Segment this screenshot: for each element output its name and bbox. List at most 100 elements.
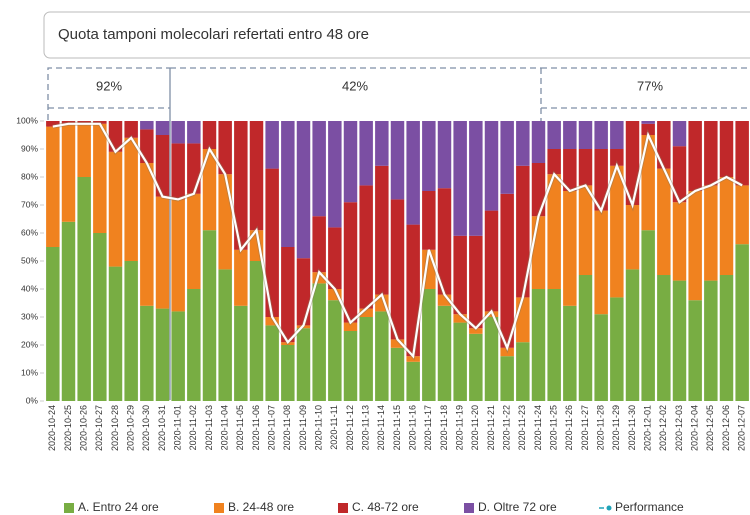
bar-segment: [704, 185, 718, 281]
bar-segment: [500, 347, 514, 357]
bar-segment: [578, 275, 593, 401]
x-tick-label: 2020-10-26: [79, 405, 89, 451]
y-tick-label: 90%: [21, 143, 38, 153]
bar-segment: [641, 123, 655, 135]
bar-segment: [437, 294, 452, 306]
bar-segment: [390, 339, 405, 348]
bar-segment: [484, 317, 499, 401]
x-tick-label: 2020-11-07: [267, 405, 277, 450]
x-tick-label: 2020-11-19: [455, 405, 465, 450]
x-tick-label: 2020-11-09: [298, 405, 308, 450]
bar-segment: [328, 227, 342, 289]
x-tick-label: 2020-11-27: [580, 405, 590, 450]
bar-segment: [171, 199, 185, 312]
x-tick-label: 2020-11-14: [376, 405, 386, 450]
bar-segment: [500, 121, 514, 194]
x-tick-label: 2020-11-15: [392, 405, 402, 450]
bar-segment: [516, 342, 530, 401]
bar-segment: [516, 165, 530, 298]
bar-segment: [140, 121, 154, 130]
bar-segment: [453, 235, 467, 315]
bar-segment: [719, 177, 734, 275]
bar-segment: [672, 280, 687, 401]
bar-segment: [93, 233, 107, 401]
bar-segment: [719, 121, 734, 177]
bar-segment: [375, 165, 389, 295]
bar-segment: [406, 121, 420, 225]
bar-segment: [453, 121, 467, 236]
bar-segment: [296, 328, 311, 401]
bar-segment: [155, 196, 170, 309]
bar-segment: [625, 269, 640, 401]
bar-segment: [578, 185, 593, 275]
bar-segment: [187, 121, 201, 144]
x-tick-label: 2020-12-02: [658, 405, 668, 451]
y-tick-label: 70%: [21, 199, 38, 209]
bar-segment: [124, 121, 138, 138]
x-tick-label: 2020-12-07: [737, 405, 747, 451]
bar-segment: [469, 333, 483, 401]
bar-segment: [265, 317, 279, 326]
bar-segment: [234, 249, 248, 306]
bar-segment: [108, 151, 123, 267]
bar-segment: [202, 121, 217, 149]
bar-segment: [578, 121, 593, 149]
x-tick-label: 2020-12-04: [690, 405, 700, 451]
bar-segment: [218, 174, 232, 270]
bar-segment: [547, 289, 561, 401]
bar-segment: [218, 269, 232, 401]
bar-segment: [202, 149, 217, 231]
bar-segment: [610, 165, 624, 298]
bar-segment: [281, 345, 295, 401]
x-tick-label: 2020-11-29: [611, 405, 621, 450]
x-tick-label: 2020-11-30: [627, 405, 637, 450]
bar-segment: [390, 347, 405, 401]
legend-swatch: [214, 503, 224, 513]
bar-segment: [672, 146, 687, 203]
legend-swatch: [464, 503, 474, 513]
bar-segment: [422, 289, 436, 401]
bar-segment: [625, 205, 640, 270]
bar-segment: [516, 121, 530, 166]
bar-segment: [406, 224, 420, 357]
x-tick-label: 2020-11-02: [188, 405, 198, 450]
legend-swatch: [64, 503, 74, 513]
bar-segment: [390, 121, 405, 200]
x-tick-label: 2020-11-01: [173, 405, 183, 450]
bar-segment: [46, 121, 60, 127]
bar-segment: [672, 121, 687, 147]
y-tick-label: 10%: [21, 367, 38, 377]
x-tick-label: 2020-11-03: [204, 405, 214, 450]
x-tick-label: 2020-10-31: [157, 405, 167, 451]
bar-segment: [594, 210, 608, 315]
bar-segment: [375, 121, 389, 166]
y-tick-label: 100%: [16, 115, 38, 125]
bar-segment: [296, 258, 311, 326]
x-tick-label: 2020-11-28: [596, 405, 606, 450]
bar-segment: [140, 129, 154, 163]
x-tick-label: 2020-12-05: [705, 405, 715, 451]
bar-segment: [625, 121, 640, 205]
bar-segment: [343, 121, 358, 203]
bar-segment: [437, 305, 452, 401]
legend-label: A. Entro 24 ore: [78, 500, 159, 514]
bar-segment: [563, 121, 577, 149]
bar-segment: [155, 135, 170, 197]
bar-segment: [77, 123, 91, 177]
x-tick-label: 2020-11-21: [486, 405, 496, 450]
x-tick-label: 2020-11-10: [314, 405, 324, 450]
bar-segment: [155, 121, 170, 135]
x-tick-label: 2020-12-01: [643, 405, 653, 451]
bar-segment: [641, 230, 655, 401]
bar-segment: [735, 244, 749, 401]
bar-segment: [641, 121, 655, 124]
legend-marker: [606, 505, 612, 511]
x-tick-label: 2020-11-11: [329, 405, 339, 450]
bar-segment: [61, 121, 76, 124]
bar-segment: [594, 121, 608, 149]
bar-segment: [140, 305, 154, 401]
title-box: [43, 11, 750, 59]
bar-segment: [610, 121, 624, 149]
bar-segment: [610, 149, 624, 166]
